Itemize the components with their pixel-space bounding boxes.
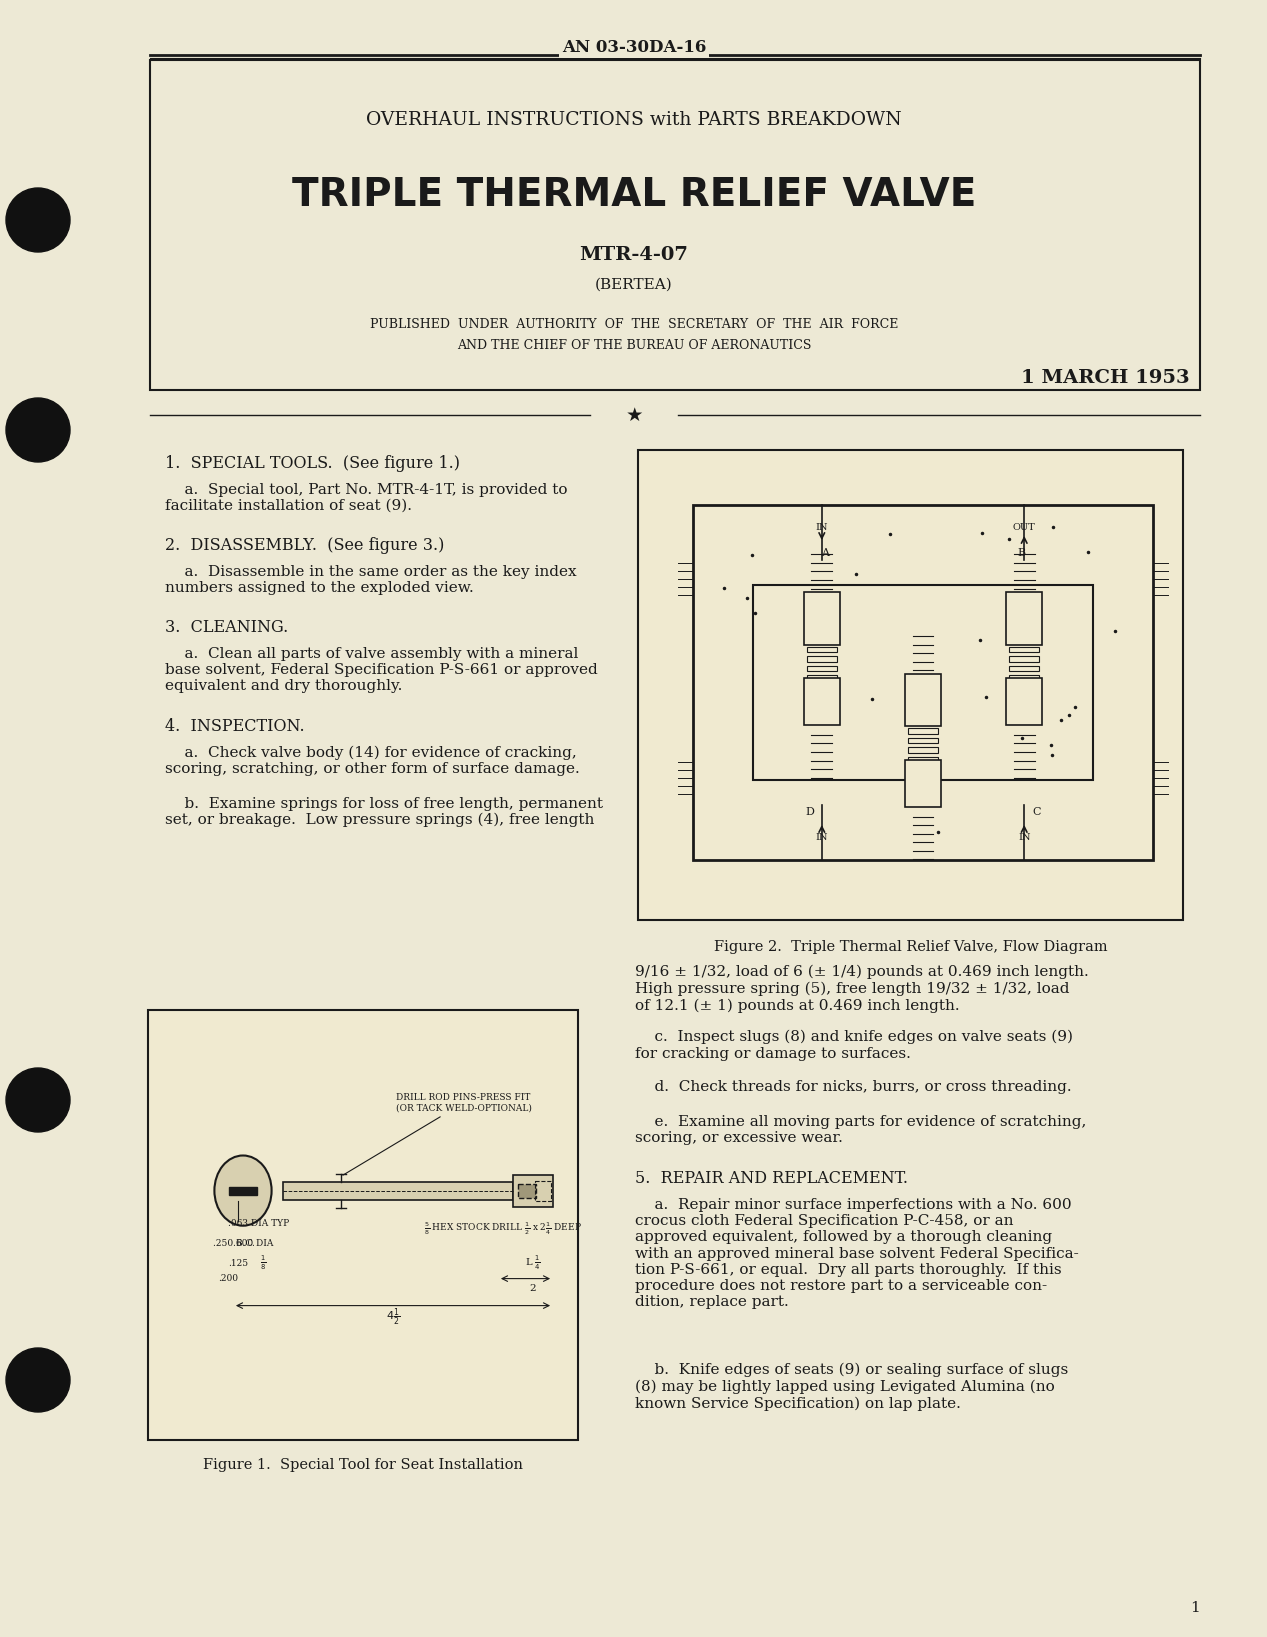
Text: DRILL ROD PINS-PRESS FIT
(OR TACK WELD-OPTIONAL): DRILL ROD PINS-PRESS FIT (OR TACK WELD-O… <box>343 1094 531 1175</box>
Bar <box>907 738 938 743</box>
Text: 9/16 ± 1/32, load of 6 (± 1/4) pounds at 0.469 inch length.
High pressure spring: 9/16 ± 1/32, load of 6 (± 1/4) pounds at… <box>635 964 1088 1013</box>
Text: Figure 1.  Special Tool for Seat Installation: Figure 1. Special Tool for Seat Installa… <box>203 1459 523 1472</box>
Text: d.  Check threads for nicks, burrs, or cross threading.: d. Check threads for nicks, burrs, or cr… <box>635 1080 1072 1094</box>
Text: PUBLISHED  UNDER  AUTHORITY  OF  THE  SECRETARY  OF  THE  AIR  FORCE
AND THE CHI: PUBLISHED UNDER AUTHORITY OF THE SECRETA… <box>370 318 898 352</box>
Text: .250 B.C.: .250 B.C. <box>213 1239 255 1247</box>
Text: 1 MARCH 1953: 1 MARCH 1953 <box>1021 368 1190 386</box>
Text: c.  Inspect slugs (8) and knife edges on valve seats (9)
for cracking or damage : c. Inspect slugs (8) and knife edges on … <box>635 1030 1073 1061</box>
Text: a.  Disassemble in the same order as the key index
numbers assigned to the explo: a. Disassemble in the same order as the … <box>165 565 576 594</box>
Text: A: A <box>821 548 829 558</box>
Text: L $\frac{1}{4}$: L $\frac{1}{4}$ <box>525 1254 541 1272</box>
Text: IN: IN <box>816 522 829 532</box>
Text: D: D <box>806 807 815 817</box>
Ellipse shape <box>214 1156 271 1226</box>
Text: .600 DIA: .600 DIA <box>233 1239 274 1247</box>
Bar <box>753 584 1093 779</box>
Text: 4.  INSPECTION.: 4. INSPECTION. <box>165 719 304 735</box>
Bar <box>807 656 837 661</box>
Text: OVERHAUL INSTRUCTIONS with PARTS BREAKDOWN: OVERHAUL INSTRUCTIONS with PARTS BREAKDO… <box>366 111 902 129</box>
Text: 1: 1 <box>1190 1601 1200 1616</box>
Text: TRIPLE THERMAL RELIEF VALVE: TRIPLE THERMAL RELIEF VALVE <box>291 177 976 214</box>
Bar <box>907 756 938 763</box>
Text: e.  Examine all moving parts for evidence of scratching,
scoring, or excessive w: e. Examine all moving parts for evidence… <box>635 1115 1086 1146</box>
Text: 2.  DISASSEMBLY.  (See figure 3.): 2. DISASSEMBLY. (See figure 3.) <box>165 537 445 553</box>
Text: (BERTEA): (BERTEA) <box>595 278 673 291</box>
Bar <box>807 674 837 681</box>
Bar <box>905 760 941 807</box>
Bar <box>803 593 840 645</box>
Text: a.  Special tool, Part No. MTR-4-1T, is provided to
facilitate installation of s: a. Special tool, Part No. MTR-4-1T, is p… <box>165 483 568 512</box>
Text: b.  Examine springs for loss of free length, permanent
set, or breakage.  Low pr: b. Examine springs for loss of free leng… <box>165 797 603 827</box>
Bar <box>283 1182 513 1200</box>
Text: AN 03-30DA-16: AN 03-30DA-16 <box>561 39 706 56</box>
Text: C: C <box>1031 807 1040 817</box>
Bar <box>513 1175 552 1206</box>
Text: $\frac{1}{8}$: $\frac{1}{8}$ <box>260 1254 266 1272</box>
Text: a.  Clean all parts of valve assembly with a mineral
base solvent, Federal Speci: a. Clean all parts of valve assembly wit… <box>165 647 598 692</box>
Bar <box>905 674 941 727</box>
Text: 1.  SPECIAL TOOLS.  (See figure 1.): 1. SPECIAL TOOLS. (See figure 1.) <box>165 455 460 471</box>
Bar <box>518 1184 536 1198</box>
Bar <box>1009 666 1039 671</box>
Bar <box>1009 656 1039 661</box>
Text: 3.  CLEANING.: 3. CLEANING. <box>165 619 289 635</box>
Bar <box>803 678 840 725</box>
Circle shape <box>6 398 70 462</box>
Bar <box>1006 593 1043 645</box>
Circle shape <box>6 188 70 252</box>
Text: B: B <box>1017 548 1025 558</box>
Text: a.  Repair minor surface imperfections with a No. 600
crocus cloth Federal Speci: a. Repair minor surface imperfections wi… <box>635 1198 1078 1310</box>
Text: .063 DIA TYP: .063 DIA TYP <box>228 1218 289 1228</box>
Text: a.  Check valve body (14) for evidence of cracking,
scoring, scratching, or othe: a. Check valve body (14) for evidence of… <box>165 745 580 776</box>
Bar <box>1009 647 1039 652</box>
Text: OUT: OUT <box>1012 522 1035 532</box>
Text: IN: IN <box>816 833 829 843</box>
Text: $\frac{5}{8}$ HEX STOCK DRILL $\frac{1}{2}$ x 2$\frac{1}{4}$ DEEP: $\frac{5}{8}$ HEX STOCK DRILL $\frac{1}{… <box>424 1220 582 1236</box>
Bar <box>907 746 938 753</box>
Bar <box>693 504 1153 859</box>
Text: MTR-4-07: MTR-4-07 <box>579 246 688 264</box>
Bar <box>1006 678 1043 725</box>
Text: .125: .125 <box>228 1259 248 1267</box>
Bar <box>148 1010 578 1441</box>
Bar <box>807 666 837 671</box>
Text: $4\frac{1}{2}$: $4\frac{1}{2}$ <box>386 1306 400 1328</box>
Text: ★: ★ <box>625 406 642 424</box>
Text: 5.  REPAIR AND REPLACEMENT.: 5. REPAIR AND REPLACEMENT. <box>635 1170 908 1187</box>
Circle shape <box>6 1347 70 1413</box>
Text: IN: IN <box>1017 833 1030 843</box>
Circle shape <box>6 1067 70 1133</box>
Bar <box>907 728 938 733</box>
Text: b.  Knife edges of seats (9) or sealing surface of slugs
(8) may be lightly lapp: b. Knife edges of seats (9) or sealing s… <box>635 1364 1068 1411</box>
Text: .200: .200 <box>218 1274 238 1283</box>
Text: 2: 2 <box>530 1283 536 1293</box>
Bar <box>807 647 837 652</box>
Bar <box>150 61 1200 390</box>
Bar <box>639 450 1183 920</box>
Bar <box>1009 674 1039 681</box>
Bar <box>229 1187 257 1195</box>
Text: Figure 2.  Triple Thermal Relief Valve, Flow Diagram: Figure 2. Triple Thermal Relief Valve, F… <box>713 940 1107 954</box>
Bar <box>535 1180 551 1200</box>
